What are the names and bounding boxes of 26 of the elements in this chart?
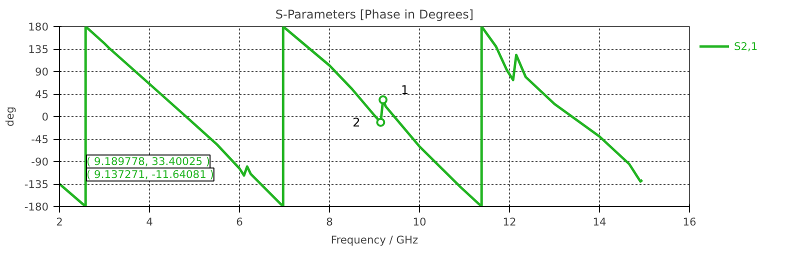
y-tick-label: 135 (28, 43, 49, 56)
x-tick-label: 6 (236, 216, 244, 228)
x-tick-label: 10 (412, 216, 426, 228)
legend-label: S2,1 (734, 40, 758, 52)
x-axis-title: Frequency / GHz (330, 234, 419, 246)
y-tick-label: -90 (31, 156, 49, 168)
x-tick-label: 2 (56, 216, 63, 228)
line-series (60, 26, 644, 206)
x-tick-label: 4 (146, 216, 154, 228)
y-tick-label: 180 (28, 20, 49, 34)
x-tick-label: 8 (326, 216, 334, 228)
y-tick-label: -135 (24, 178, 49, 191)
x-tick-label: 12 (502, 216, 516, 228)
chart-title: S-Parameters [Phase in Degrees] (275, 8, 474, 22)
y-tick-label: -180 (24, 200, 49, 214)
annotation: 1 (401, 82, 409, 97)
y-tick-label: -45 (31, 133, 48, 146)
annotation: ( 9.189778, 33.40025 ) (86, 155, 210, 168)
annotation: ( 9.137271, -11.64081 ) (86, 168, 214, 181)
annotation: 2 (352, 115, 360, 130)
y-tick-label: 45 (34, 88, 49, 101)
x-tick-label: 14 (592, 216, 606, 228)
x-tick-label: 16 (682, 216, 696, 228)
y-axis-title: deg (3, 106, 16, 127)
y-tick-label: 0 (42, 110, 49, 124)
y-tick-label: 90 (34, 66, 49, 78)
